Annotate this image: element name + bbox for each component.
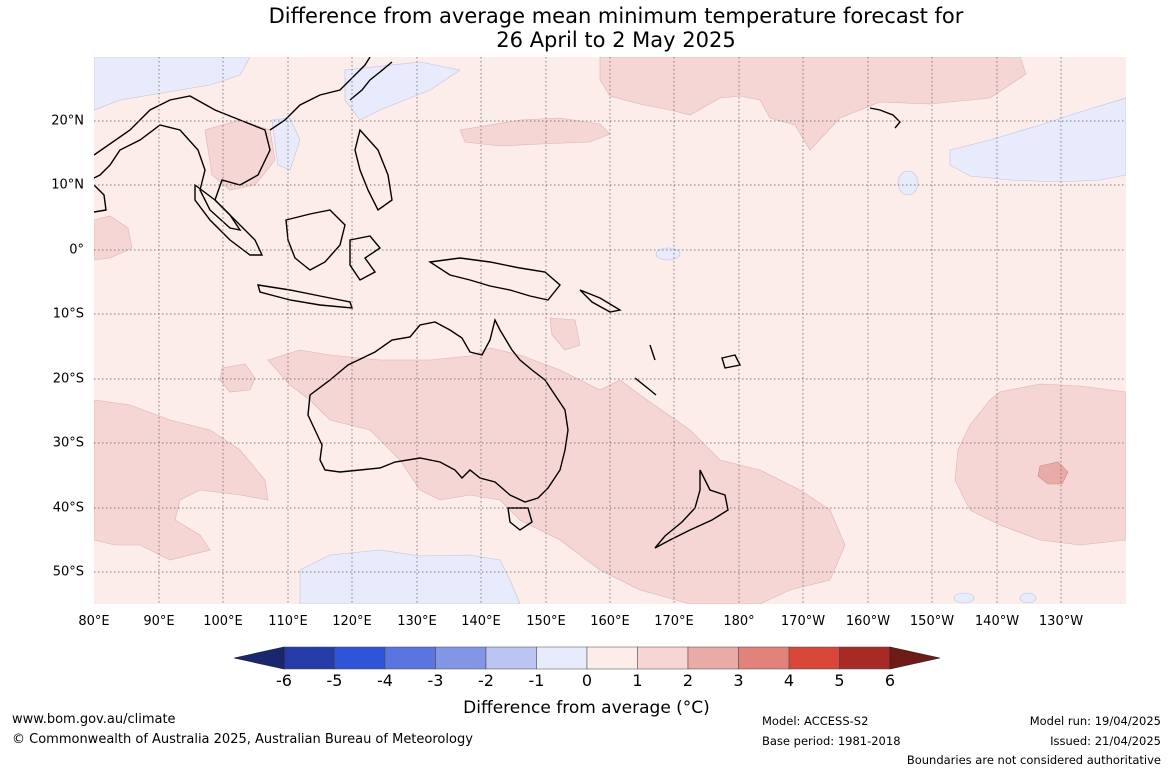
lon-label-130w: 130°W (1038, 614, 1084, 629)
lon-label-90e: 90°E (143, 614, 175, 629)
lon-label-120e: 120°E (332, 614, 372, 629)
anomaly-region-hawaii-cool (897, 170, 919, 196)
base-period-text: Base period: 1981-2018 (762, 734, 901, 748)
lon-label-180: 180° (723, 614, 755, 629)
colorbar-tick: -5 (326, 671, 343, 690)
lon-label-80e: 80°E (78, 614, 110, 629)
lat-label-0: 0° (69, 242, 84, 258)
vanuatu-coastline (649, 344, 656, 361)
lat-label-50s: 50°S (52, 564, 84, 580)
anomaly-region-east-pacific-core (1037, 461, 1069, 485)
colorbar-extend-low (233, 646, 285, 670)
lat-label-10n: 10°N (51, 177, 84, 193)
colorbar-tick: 2 (682, 671, 694, 690)
colorbar-label: Difference from average (°C) (463, 698, 710, 718)
colorbar (233, 646, 941, 670)
colorbar-tick: -2 (478, 671, 494, 690)
lat-label-30s: 30°S (52, 435, 84, 451)
java-coastline (257, 284, 354, 309)
lon-label-150e: 150°E (526, 614, 566, 629)
colorbar-tick: -3 (427, 671, 444, 690)
map-title: Difference from average mean minimum tem… (0, 4, 1173, 52)
colorbar-cell (384, 646, 436, 670)
anomaly-region-southern-ocean (299, 549, 521, 604)
colorbar-cell (637, 646, 689, 670)
colorbar-tick: -1 (528, 671, 545, 690)
lon-label-130e: 130°E (397, 614, 437, 629)
colorbar-tick: 3 (733, 671, 744, 690)
anomaly-region-north-pacific (599, 57, 1027, 151)
anomaly-region-asia-cool (94, 57, 251, 111)
india-coastline (94, 184, 107, 213)
borneo-coastline (285, 209, 346, 271)
colorbar-tick: -6 (276, 671, 292, 690)
lon-label-140e: 140°E (461, 614, 501, 629)
issued-text: Issued: 21/04/2025 (1050, 734, 1161, 748)
lon-label-170w: 170°W (780, 614, 826, 629)
model-run-text: Model run: 19/04/2025 (1029, 714, 1161, 728)
colorbar-extend-high (889, 646, 941, 670)
lat-label-20s: 20°S (52, 371, 84, 387)
title-line-1: Difference from average mean minimum tem… (268, 4, 964, 28)
tasmania-coastline (507, 507, 533, 531)
japan-coastline (349, 61, 393, 101)
philippines-coastline (354, 128, 393, 212)
southeast-asia-coastline (94, 95, 271, 232)
lon-label-140w: 140°W (974, 614, 1020, 629)
lat-label-10s: 10°S (52, 306, 84, 322)
solomon-islands-coastline (579, 289, 622, 313)
colorbar-cells (283, 646, 891, 670)
anomaly-region-indian-ocean (94, 399, 269, 561)
australia-coastline (307, 317, 569, 503)
colorbar-cell (536, 646, 588, 670)
anomaly-region-equatorial-west (94, 215, 133, 261)
colorbar-cell (334, 646, 386, 670)
colorbar-tick: 5 (834, 671, 845, 690)
colorbar-cell (788, 646, 840, 670)
lat-label-20n: 20°N (51, 113, 84, 129)
disclaimer-text: Boundaries are not considered authoritat… (906, 753, 1161, 767)
colorbar-cell (283, 646, 335, 670)
colorbar-cell (839, 646, 891, 670)
colorbar-tick: 0 (581, 671, 593, 690)
sulawesi-coastline (349, 235, 382, 281)
fiji-coastline (721, 354, 742, 369)
new-guinea-coastline (428, 257, 561, 301)
model-text: Model: ACCESS-S2 (762, 714, 869, 728)
new-caledonia-coastline (634, 377, 657, 396)
lon-label-150w: 150°W (909, 614, 955, 629)
anomaly-region-far-south-cool (1019, 592, 1037, 604)
anomaly-region-south-pacific-cool (953, 592, 975, 604)
colorbar-tick: -4 (377, 671, 393, 690)
lon-label-100e: 100°E (203, 614, 243, 629)
colorbar-tick: 1 (632, 671, 643, 690)
colorbar-cell (485, 646, 537, 670)
lon-label-170e: 170°E (654, 614, 694, 629)
colorbar-tick: 6 (884, 671, 896, 690)
lon-label-160w: 160°W (845, 614, 891, 629)
colorbar-cell (435, 646, 487, 670)
anomaly-region-west-pacific (459, 117, 611, 147)
lon-label-110e: 110°E (268, 614, 308, 629)
china-coastline (269, 57, 371, 131)
colorbar-tick: 4 (783, 671, 795, 690)
colorbar-cell (687, 646, 739, 670)
website-text: www.bom.gov.au/climate (12, 712, 176, 727)
anomaly-region-east-pacific (954, 383, 1126, 546)
copyright-text: © Commonwealth of Australia 2025, Austra… (12, 732, 473, 747)
anomaly-region-coral-sea (549, 317, 581, 351)
graticule (94, 57, 1126, 604)
hawaii-coastline (869, 107, 901, 129)
title-line-2: 26 April to 2 May 2025 (496, 28, 736, 52)
anomaly-region-indian-ocean-small (219, 363, 256, 393)
lon-label-160e: 160°E (590, 614, 630, 629)
colorbar-cell (738, 646, 790, 670)
anomaly-region-north-pacific-cool (949, 97, 1126, 183)
lat-label-40s: 40°S (52, 500, 84, 516)
colorbar-cell (586, 646, 638, 670)
